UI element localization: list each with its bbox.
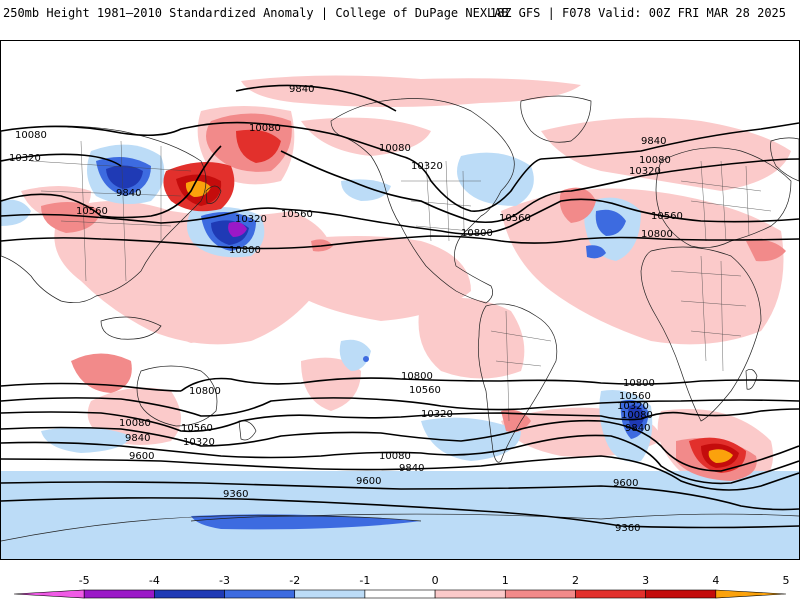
colorbar-tick-label: -4: [149, 574, 160, 587]
colorbar-segment: [504, 589, 576, 599]
contour-label: 9360: [223, 489, 248, 500]
contour-labels: 9840 10080 10320 10080 9840 10560 10320 …: [9, 84, 683, 534]
contour-label: 10800: [461, 228, 493, 239]
colorbar-segments: [13, 589, 787, 599]
colorbar-ticks: -5 -4 -3 -2 -1 0 1 2 3 4 5: [79, 574, 790, 587]
contour-label: 9840: [289, 84, 314, 95]
colorbar-tick-label: -2: [289, 574, 300, 587]
contour-label: 10080: [379, 451, 411, 462]
contour-label: 9840: [125, 433, 150, 444]
colorbar-segment: [294, 589, 366, 599]
colorbar-segment: [645, 589, 717, 599]
map-title: 250mb Height 1981–2010 Standardized Anom…: [3, 6, 509, 20]
colorbar-tick-label: 5: [783, 574, 790, 587]
colorbar-tick-label: -3: [219, 574, 230, 587]
political-borders: [30, 140, 772, 422]
contour-label: 10320: [411, 161, 443, 172]
colorbar-tick-label: 0: [432, 574, 439, 587]
colorbar-segment: [364, 589, 436, 599]
colorbar-segment: [154, 589, 225, 599]
coastlines: [1, 95, 799, 542]
contour-label: 9600: [356, 476, 381, 487]
contour-label: 9840: [399, 463, 424, 474]
map-panel: 9840 10080 10320 10080 9840 10560 10320 …: [0, 40, 800, 560]
contour-label: 10320: [629, 166, 661, 177]
contour-label: 9600: [129, 451, 154, 462]
contour-label: 10080: [379, 143, 411, 154]
contour-label: 9840: [641, 136, 666, 147]
colorbar-segment: [13, 589, 85, 599]
header: 250mb Height 1981–2010 Standardized Anom…: [0, 0, 800, 40]
contour-label: 10560: [76, 206, 108, 217]
contour-label: 10080: [621, 410, 653, 421]
contour-label: 10800: [641, 229, 673, 240]
contour-label: 9840: [116, 188, 141, 199]
anomaly-map: 9840 10080 10320 10080 9840 10560 10320 …: [1, 75, 799, 559]
contour-label: 9840: [625, 423, 650, 434]
colorbar-segment: [575, 589, 646, 599]
contour-label: 10080: [249, 123, 281, 134]
colorbar-tick-label: 4: [712, 574, 719, 587]
colorbar-segment: [83, 589, 155, 599]
contour-label: 10320: [9, 153, 41, 164]
colorbar-segment: [224, 589, 296, 599]
contour-label: 10560: [181, 423, 213, 434]
contour-label: 10800: [189, 386, 221, 397]
contour-label: 10560: [651, 211, 683, 222]
colorbar-tick-label: 3: [642, 574, 649, 587]
contour-label: 10080: [15, 130, 47, 141]
contour-label: 10080: [639, 155, 671, 166]
model-run-info: 18Z GFS | F078 Valid: 00Z FRI MAR 28 202…: [489, 6, 786, 20]
contour-label: 10560: [499, 213, 531, 224]
contour-label: 10800: [229, 245, 261, 256]
contour-label: 10320: [183, 437, 215, 448]
height-contours: [1, 84, 799, 529]
contour-label: 9360: [615, 523, 640, 534]
colorbar-legend: -5 -4 -3 -2 -1 0 1 2 3 4 5: [13, 574, 790, 599]
contour-label: 10560: [619, 391, 651, 402]
contour-label: 10320: [421, 409, 453, 420]
colorbar-tick-label: -5: [79, 574, 90, 587]
contour-label: 10080: [119, 418, 151, 429]
colorbar-segment: [434, 589, 506, 599]
contour-label: 10320: [617, 401, 649, 412]
colorbar-segment: [715, 589, 787, 599]
contour-label: 10560: [409, 385, 441, 396]
contour-label: 10800: [401, 371, 433, 382]
contour-label: 10800: [623, 378, 655, 389]
contour-label: 9600: [613, 478, 638, 489]
contour-label: 10560: [281, 209, 313, 220]
colorbar-tick-label: 2: [572, 574, 579, 587]
contour-label: 10320: [235, 214, 267, 225]
colorbar-tick-label: -1: [359, 574, 370, 587]
colorbar-tick-label: 1: [502, 574, 509, 587]
